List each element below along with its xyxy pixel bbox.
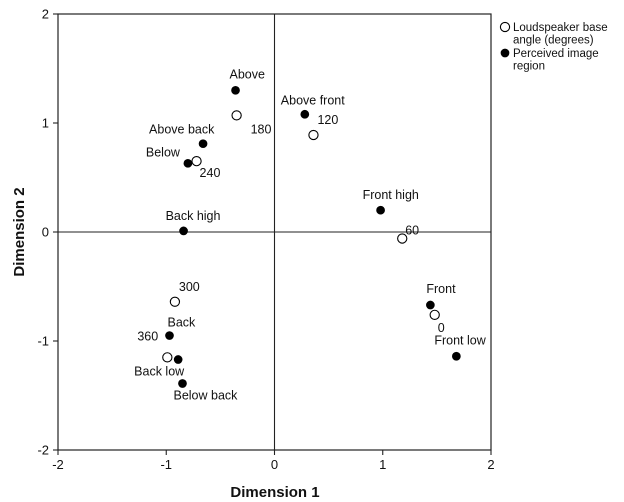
angle-label-180: 180 xyxy=(251,122,272,136)
legend-label: angle (degrees) xyxy=(513,35,594,47)
angle-label-360: 360 xyxy=(137,329,158,343)
angle-label-120: 120 xyxy=(317,113,338,127)
region-point-below-back xyxy=(178,379,187,388)
data-points: 0 60 120 180 240 300 360 Front Front low Front hi… xyxy=(134,67,487,402)
angle-point-240 xyxy=(191,155,202,167)
region-label-above-front: Above front xyxy=(281,93,345,107)
region-point-front-low xyxy=(452,351,461,361)
angle-label-240: 240 xyxy=(200,166,221,180)
region-label-front-low: Front low xyxy=(434,333,486,347)
angle-point-180 xyxy=(231,110,242,121)
region-label-front-high: Front high xyxy=(363,188,419,202)
region-label-above-back: Above back xyxy=(149,123,215,137)
x-tick-label: 2 xyxy=(487,457,494,472)
region-point-above-front xyxy=(300,109,310,119)
angle-label-300: 300 xyxy=(179,280,200,294)
y-tick-label: 1 xyxy=(42,116,49,131)
region-point-above xyxy=(231,85,240,95)
region-label-back: Back xyxy=(167,316,196,330)
region-label-below: Below xyxy=(146,145,181,159)
angle-label-0: 0 xyxy=(438,321,445,335)
region-point-below xyxy=(183,158,193,168)
region-label-back-low: Back low xyxy=(134,365,185,379)
region-point-above-back xyxy=(198,139,208,149)
x-tick-label: -1 xyxy=(160,457,172,472)
legend-label: Loudspeaker base xyxy=(513,22,608,34)
y-tick-label: -2 xyxy=(37,443,49,458)
angle-label-60: 60 xyxy=(405,224,419,238)
axes: -2 -1 0 1 2 2 1 0 -1 -2 xyxy=(37,7,494,473)
x-tick-label: -2 xyxy=(52,457,64,472)
region-point-front xyxy=(426,300,435,310)
x-tick-label: 0 xyxy=(271,457,278,472)
legend-marker xyxy=(499,21,511,33)
angle-point-0 xyxy=(429,309,440,320)
region-label-above: Above xyxy=(230,67,265,81)
y-tick-label: -1 xyxy=(37,334,49,349)
legend-marker xyxy=(500,48,510,58)
x-axis-title: Dimension 1 xyxy=(230,484,319,501)
legend-label: region xyxy=(513,61,545,73)
region-label-back-high: Back high xyxy=(166,209,221,223)
y-axis-title: Dimension 2 xyxy=(11,187,28,276)
region-point-back xyxy=(165,331,174,340)
legend-label: Perceived image xyxy=(513,48,599,60)
region-label-front: Front xyxy=(426,282,456,296)
angle-point-360 xyxy=(162,352,173,363)
x-tick-label: 1 xyxy=(379,457,386,472)
region-point-back-low xyxy=(173,355,183,364)
region-point-back-high xyxy=(179,226,188,236)
y-tick-label: 2 xyxy=(42,7,49,22)
region-point-front-high xyxy=(376,205,385,215)
angle-point-60 xyxy=(397,233,408,244)
y-tick-label: 0 xyxy=(42,225,49,240)
angle-point-300 xyxy=(169,296,181,307)
angle-point-120 xyxy=(308,129,319,141)
plot-area xyxy=(57,13,492,451)
region-label-below-back: Below back xyxy=(173,389,238,403)
